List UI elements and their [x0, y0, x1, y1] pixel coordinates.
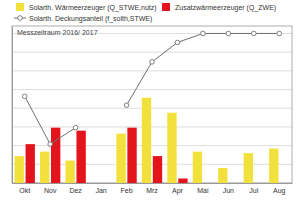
line-marker: [175, 40, 180, 45]
grid: [12, 33, 292, 183]
bar: [244, 153, 253, 183]
bar: [167, 113, 176, 183]
line-marker: [48, 142, 53, 147]
x-tick-label: Feb: [121, 187, 133, 194]
x-tick: Jun: [223, 183, 234, 194]
bar: [76, 131, 85, 183]
x-tick: Dez: [69, 183, 82, 194]
legend-marker: [18, 16, 23, 21]
legend: Solarth. Wärmeerzeuger (Q_STWE,nutz) Zusa…: [14, 3, 276, 23]
x-tick-label: Jul: [249, 187, 258, 194]
x-tick-label: Aug: [273, 187, 286, 195]
grid-line: [12, 89, 292, 90]
bar: [40, 152, 49, 183]
x-tick-label: Jun: [223, 187, 234, 194]
legend-label: Solarth. Wärmeerzeuger (Q_STWE,nutz): [29, 4, 157, 12]
bar: [218, 168, 227, 183]
chart: Okt Nov Dez Jan Feb Mrz Apr Mai Jun Jul Aug Messzei…: [0, 0, 300, 200]
x-tick: Nov: [44, 183, 57, 194]
x-tick-label: Jan: [95, 187, 106, 194]
line-marker: [73, 125, 78, 130]
bar: [178, 179, 187, 183]
x-tick: Mai: [197, 183, 209, 194]
legend-item: Solarth. Wärmeerzeuger (Q_STWE,nutz): [16, 3, 157, 12]
bar: [255, 183, 264, 184]
legend-item: Solarth. Deckungsanteil (f_solth,STWE): [14, 15, 152, 23]
line-marker: [201, 31, 206, 36]
bar: [15, 156, 24, 183]
legend-swatch: [162, 3, 170, 11]
x-tick-label: Dez: [69, 187, 82, 194]
x-tick: Aug: [273, 183, 286, 195]
bar: [116, 134, 125, 183]
line-marker: [124, 103, 129, 108]
legend-label: Zusatzwärmeerzeuger (Q_ZWE): [175, 4, 276, 12]
marks: [15, 31, 282, 183]
grid-line: [12, 126, 292, 127]
x-tick-label: Nov: [44, 187, 57, 194]
x-tick: Feb: [121, 183, 133, 194]
legend-swatch: [16, 3, 24, 11]
bar: [127, 128, 136, 183]
plot: Okt Nov Dez Jan Feb Mrz Apr Mai Jun Jul Aug: [12, 26, 293, 195]
x-tick-label: Mai: [197, 187, 209, 194]
grid-line: [12, 70, 292, 71]
bar: [269, 149, 278, 183]
line-marker: [226, 31, 231, 36]
x-tick: Jan: [95, 183, 106, 194]
bar: [280, 183, 289, 184]
x-tick-label: Okt: [19, 187, 30, 194]
x-tick: Jul: [249, 183, 258, 194]
line: [25, 33, 280, 144]
line-marker: [277, 31, 282, 36]
line-marker: [150, 60, 155, 65]
bar: [229, 183, 238, 184]
plot-frame: [12, 26, 292, 183]
legend-item: Zusatzwärmeerzeuger (Q_ZWE): [162, 3, 276, 12]
grid-line: [12, 52, 292, 53]
line-marker: [252, 31, 257, 36]
x-tick-label: Mrz: [146, 187, 158, 194]
bar: [153, 156, 162, 183]
x-tick: Apr: [172, 183, 184, 195]
x-axis: Okt Nov Dez Jan Feb Mrz Apr Mai Jun Jul Aug: [13, 183, 293, 195]
x-tick: Okt: [19, 183, 30, 194]
bar: [204, 183, 213, 184]
bar: [51, 128, 60, 183]
legend-label: Solarth. Deckungsanteil (f_solth,STWE): [29, 15, 152, 23]
bar: [142, 98, 151, 183]
bar: [65, 161, 74, 183]
bar: [193, 152, 202, 183]
line-marker: [22, 94, 27, 99]
bar: [26, 144, 35, 183]
annotation: Messzeitraum 2016/ 2017: [17, 29, 98, 36]
x-tick-label: Apr: [172, 187, 184, 195]
x-tick: Mrz: [146, 183, 158, 194]
grid-line: [12, 108, 292, 109]
x-axis-line: [13, 183, 293, 184]
